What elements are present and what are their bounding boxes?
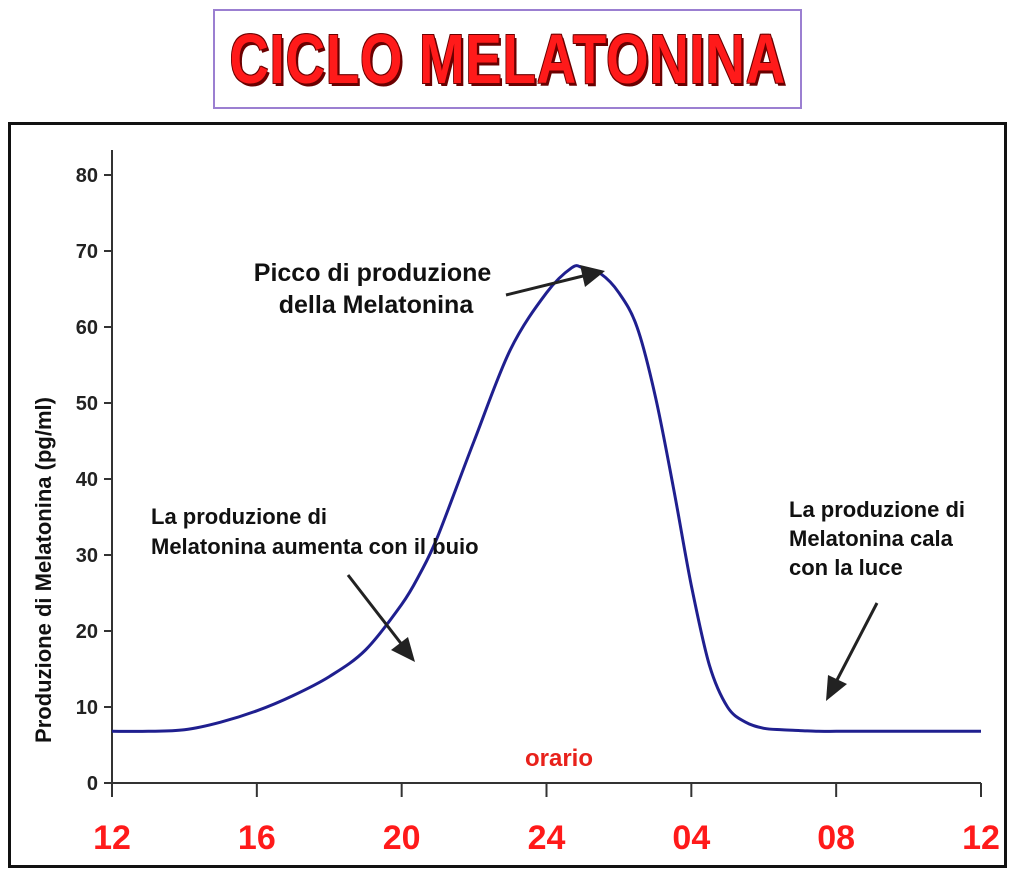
title-box: CICLO MELATONINA: [213, 9, 802, 109]
y-ticks: 0 10 20 30 40 50 60 70 80: [76, 165, 112, 795]
x-tick-label: 16: [238, 819, 276, 857]
melatonin-chart: 0 10 20 30 40 50 60 70 80 12 16 20 24 04 08 12 Produzi…: [31, 150, 1000, 857]
y-tick-label: 70: [76, 241, 98, 263]
axes: [111, 150, 981, 784]
x-tick-label: 12: [93, 819, 131, 857]
annotation-rise-line-2: Melatonina aumenta con il buio: [151, 534, 479, 559]
x-ticks: 12 16 20 24 04 08 12: [93, 783, 1000, 857]
arrow-rise: [346, 574, 415, 662]
x-tick-label: 20: [383, 819, 421, 857]
y-axis-label: Produzione di Melatonina (pg/ml): [31, 397, 56, 743]
chart-frame: 0 10 20 30 40 50 60 70 80 12 16 20 24 04 08 12 Produzi…: [8, 122, 1007, 868]
y-tick-label: 80: [76, 165, 98, 187]
chart-title: CICLO MELATONINA: [229, 20, 786, 98]
svg-text:Picco di produzione de: Picco di produzione della Melatonina: [254, 259, 498, 319]
y-tick-label: 30: [76, 545, 98, 567]
annotation-peak-line-1: Picco di produzione: [254, 259, 492, 287]
arrow-peak: [505, 265, 605, 297]
x-axis-label: orario: [525, 745, 593, 772]
y-tick-label: 20: [76, 621, 98, 643]
annotation-fall: La produzione di Melatonina cala con la …: [789, 497, 971, 701]
x-tick-label: 04: [672, 819, 710, 857]
annotation-rise-line-1: La produzione di: [151, 504, 327, 529]
svg-text:La produzione di Melat: La produzione di Melatonina aumenta con …: [151, 504, 479, 559]
y-tick-label: 50: [76, 393, 98, 415]
y-tick-label: 0: [87, 773, 98, 795]
x-tick-label: 08: [817, 819, 855, 857]
y-tick-label: 40: [76, 469, 98, 491]
y-tick-label: 60: [76, 317, 98, 339]
svg-text:La produzione di Melat: La produzione di Melatonina cala con la …: [789, 497, 971, 580]
y-tick-label: 10: [76, 697, 98, 719]
annotation-peak: Picco di produzione della Melatonina: [254, 259, 605, 319]
annotation-fall-line-3: con la luce: [789, 555, 903, 580]
melatonin-curve: [111, 264, 981, 733]
annotation-fall-line-1: La produzione di: [789, 497, 965, 522]
x-tick-label: 24: [528, 819, 566, 857]
annotation-peak-line-2: della Melatonina: [279, 291, 475, 319]
annotation-rise: La produzione di Melatonina aumenta con …: [151, 504, 479, 662]
x-tick-label: 12: [962, 819, 1000, 857]
annotation-fall-line-2: Melatonina cala: [789, 526, 954, 551]
arrow-fall: [826, 602, 879, 701]
